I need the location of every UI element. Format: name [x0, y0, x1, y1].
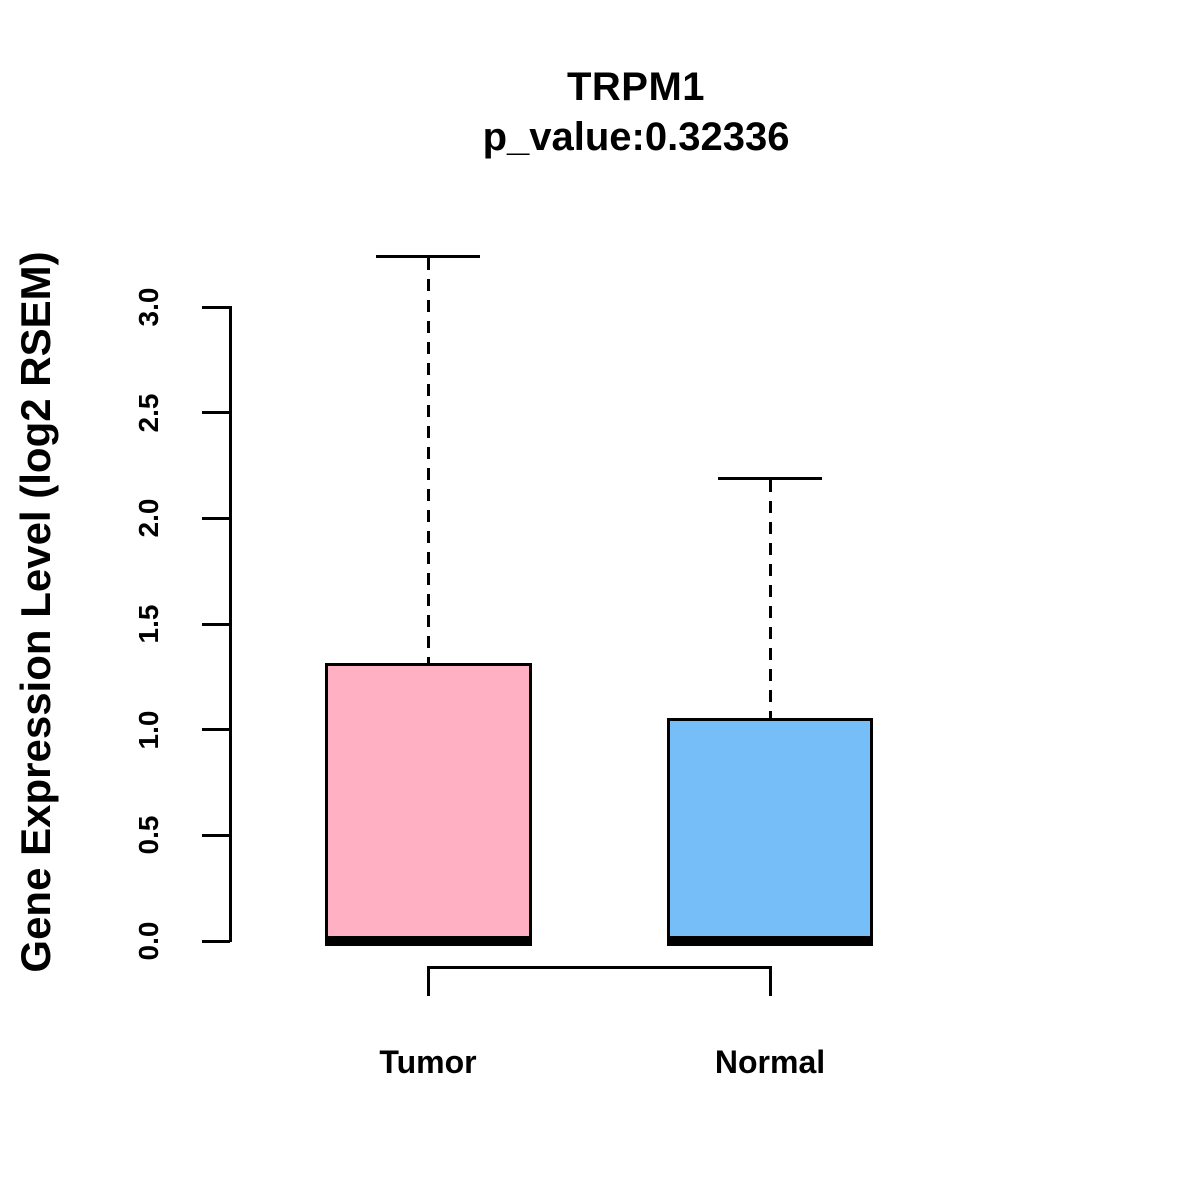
chart-pvalue-subtitle: p_value:0.32336: [482, 115, 790, 159]
y-axis-tick-label: 1.0: [133, 710, 164, 750]
median-line: [324, 936, 532, 946]
box-tumor: [324, 662, 532, 943]
y-axis-tick-label: 3.0: [133, 287, 164, 327]
y-axis-tick: [202, 939, 230, 943]
y-axis-tick: [202, 411, 230, 415]
y-axis-tick: [202, 728, 230, 732]
y-axis-tick: [202, 516, 230, 520]
whisker-cap: [718, 476, 822, 480]
y-axis-tick-label: 0.5: [133, 815, 164, 855]
whisker-line: [426, 257, 430, 663]
y-axis-tick: [202, 305, 230, 309]
y-axis-line: [228, 305, 232, 943]
box-normal: [667, 717, 873, 943]
whisker-line: [768, 479, 772, 718]
comparison-bracket-left-end: [426, 966, 430, 996]
y-axis-tick-label: 2.5: [133, 393, 164, 433]
comparison-bracket-horizontal: [426, 966, 772, 969]
comparison-bracket-right-end: [768, 966, 772, 996]
group-label-normal: Normal: [714, 1044, 826, 1080]
y-axis-tick-label: 2.0: [133, 498, 164, 538]
y-axis-tick-label: 0.0: [133, 921, 164, 961]
whisker-cap: [376, 254, 480, 258]
median-line: [667, 936, 873, 946]
chart-title: TRPM1: [566, 65, 706, 109]
y-axis-tick: [202, 833, 230, 837]
title-block: TRPM1 p_value:0.32336: [230, 62, 1042, 162]
y-axis-tick: [202, 622, 230, 626]
group-label-tumor: Tumor: [379, 1044, 477, 1080]
y-axis-tick-label: 1.5: [133, 604, 164, 644]
